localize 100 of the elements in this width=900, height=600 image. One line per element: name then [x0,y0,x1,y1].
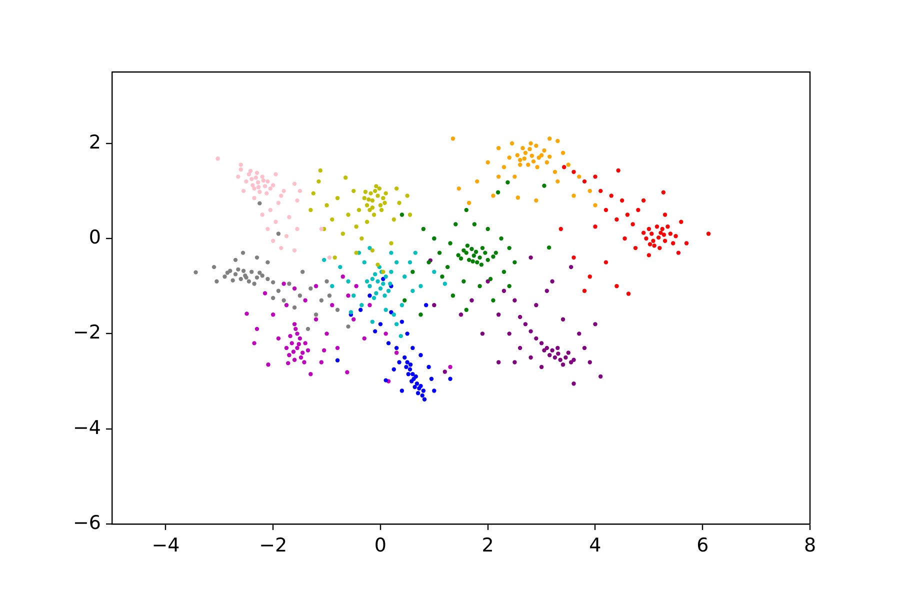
point [679,220,684,224]
point [295,332,300,336]
point [491,194,496,198]
point [384,378,388,382]
point [358,308,363,312]
point [352,317,356,322]
point [287,215,292,220]
y-tick-label: 0 [88,226,101,248]
point [437,250,442,255]
point [572,255,576,260]
point [363,190,368,194]
point [486,258,490,262]
point [402,274,407,279]
point [518,158,522,162]
point [228,268,232,273]
point [530,154,534,158]
y-tick-label: −6 [72,512,101,534]
point [432,388,436,393]
point [442,370,447,374]
point [389,241,394,246]
point [394,346,399,350]
point [426,364,431,370]
point [568,360,574,364]
point [496,312,501,317]
point [286,361,290,366]
point [526,162,530,167]
point [588,188,592,194]
point [306,326,310,332]
point [420,393,424,398]
point [656,235,661,240]
point [362,196,366,200]
point [408,362,413,367]
point [376,279,380,284]
point [386,341,391,346]
point [282,298,286,302]
point [422,397,427,402]
point [520,146,525,150]
point [292,305,297,310]
point [392,312,396,317]
point [308,286,313,291]
point [662,232,666,237]
point [384,274,388,279]
point [244,312,249,316]
point [398,334,403,338]
point [260,212,264,217]
point [421,388,426,393]
point [496,146,501,150]
point [494,250,498,255]
point [510,141,514,146]
point [376,262,380,267]
point [266,179,270,184]
point [491,298,496,302]
point [454,222,458,226]
point [507,332,512,336]
point [233,258,238,262]
point [346,212,350,217]
point [384,332,388,336]
point [370,198,375,203]
point [478,284,482,288]
point [429,376,434,381]
point [270,296,276,300]
point [572,358,576,362]
point [432,270,436,274]
point [264,191,269,196]
point [405,194,410,198]
point [372,296,376,300]
point [506,180,510,184]
point [410,288,415,293]
point [674,234,678,238]
point [268,186,272,191]
point [550,279,554,284]
point [368,294,372,298]
point [593,174,598,179]
point [528,146,532,152]
point [502,270,506,274]
point [308,372,313,376]
point [382,294,387,298]
point [382,200,387,205]
point [593,203,598,208]
point [327,294,332,298]
point [384,191,388,196]
point [456,186,461,191]
point [465,244,470,248]
point [376,194,380,198]
point [266,276,270,282]
point [311,191,316,196]
point [466,258,472,262]
point [523,322,528,326]
point [539,364,544,370]
point [650,232,654,236]
point [354,224,358,229]
point [254,255,260,260]
point [566,162,570,167]
point [238,167,243,172]
point [466,200,472,205]
point [518,162,522,167]
point [364,279,370,284]
point [560,317,566,322]
point [408,260,412,264]
point [593,224,598,229]
